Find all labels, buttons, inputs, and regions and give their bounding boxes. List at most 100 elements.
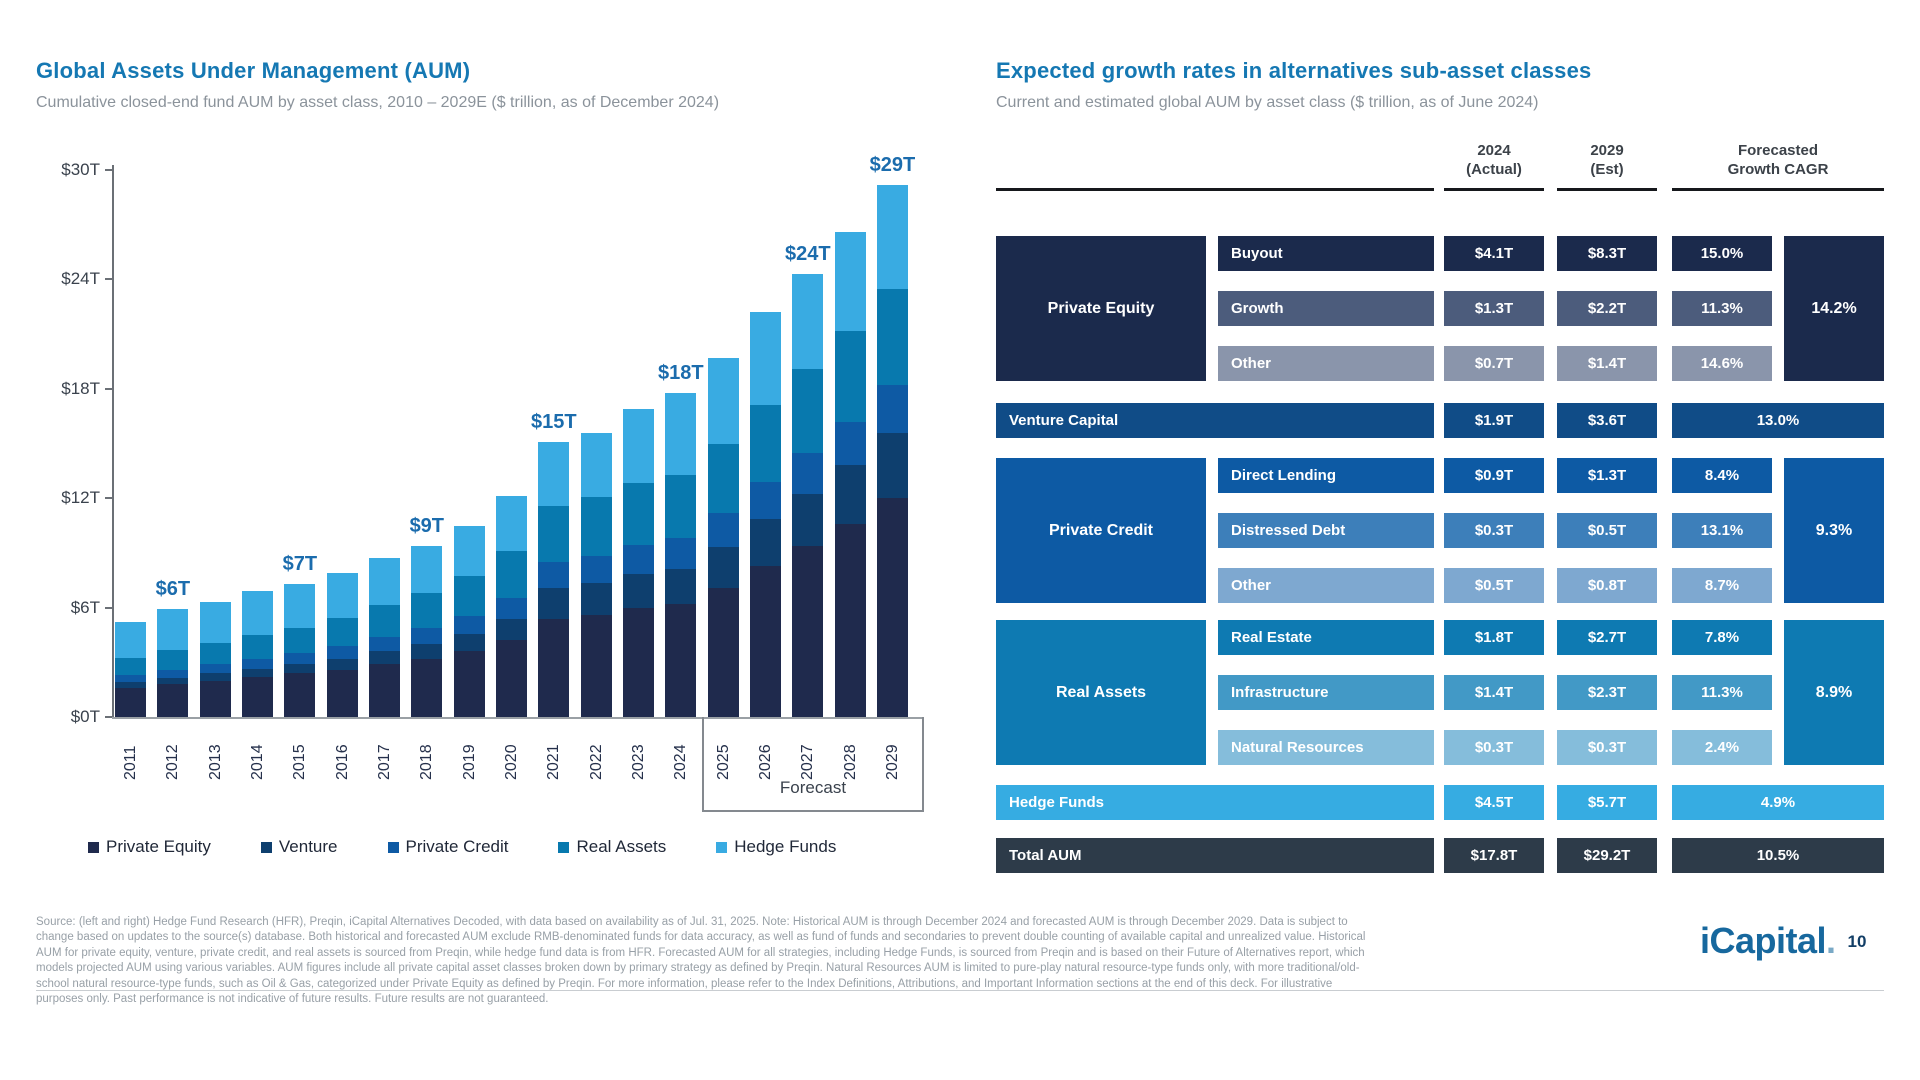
- bar-segment-2016: [326, 617, 358, 646]
- bar-segment-2019: [453, 615, 485, 635]
- y-axis-line: [112, 165, 114, 719]
- bar-segment-2020: [495, 496, 527, 552]
- bar-segment-2011: [115, 682, 146, 688]
- cell-2029: $0.8T: [1557, 568, 1657, 603]
- bar-segment-2014: [241, 634, 273, 659]
- bar-segment-2026: [749, 519, 781, 566]
- legend-item: Private Equity: [88, 837, 211, 857]
- forecast-bracket-right: [922, 717, 924, 810]
- bar-segment-2013: [199, 602, 231, 644]
- cell-2029: $2.7T: [1557, 620, 1657, 655]
- bar-segment-2029: [876, 184, 908, 289]
- bar-segment-2026: [749, 405, 781, 482]
- legend-label: Venture: [278, 837, 338, 856]
- bar-segment-2024: [665, 538, 697, 570]
- bar-segment-2016: [326, 572, 358, 618]
- x-axis-line: [112, 717, 924, 719]
- bar-segment-2027: [792, 545, 824, 717]
- cell-2029: $2.3T: [1557, 675, 1657, 710]
- cell-2029: $2.2T: [1557, 291, 1657, 326]
- bar-total-label: $6T: [155, 578, 191, 601]
- bar-segment-2024: [665, 392, 697, 475]
- bar-segment-2016: [326, 645, 358, 659]
- bar-segment-2022: [580, 432, 612, 498]
- y-tick-mark: [105, 716, 112, 718]
- bar-segment-2014: [241, 658, 273, 669]
- forecast-bracket-bottom: [702, 810, 924, 812]
- cell-2024: $4.5T: [1444, 785, 1544, 820]
- right-table-subtitle: Current and estimated global AUM by asse…: [996, 94, 1539, 111]
- cell-2029: $0.5T: [1557, 513, 1657, 548]
- bar-segment-2023: [622, 607, 654, 717]
- cell-cagr: 11.3%: [1672, 291, 1772, 326]
- bar-segment-2021: [538, 562, 570, 588]
- bar-segment-2013: [199, 643, 231, 665]
- cell-cagr: 8.7%: [1672, 568, 1772, 603]
- bar-segment-2022: [580, 583, 612, 615]
- bar-segment-2012: [157, 677, 189, 685]
- cell-cagr: 11.3%: [1672, 675, 1772, 710]
- header-rule-2029: [1557, 188, 1657, 191]
- bar-segment-2018: [411, 658, 443, 717]
- cell-2024: $1.4T: [1444, 675, 1544, 710]
- cell-cagr: 13.1%: [1672, 513, 1772, 548]
- bar-segment-2014: [241, 668, 273, 677]
- row-label: Total AUM: [996, 838, 1434, 873]
- y-tick-label: $30T: [61, 160, 100, 180]
- legend-swatch-icon: [716, 841, 728, 853]
- bar-segment-2028: [834, 331, 866, 422]
- row-label: Hedge Funds: [996, 785, 1434, 820]
- bar-segment-2019: [453, 651, 485, 717]
- header-rule-labels: [996, 188, 1434, 191]
- y-tick-label: $0T: [70, 707, 100, 726]
- bar-segment-2023: [622, 482, 654, 545]
- cell-2024: $1.3T: [1444, 291, 1544, 326]
- bar-segment-2012: [157, 650, 189, 670]
- bar-segment-2025: [707, 443, 739, 513]
- bar-segment-2027: [792, 493, 824, 546]
- bar-segment-2028: [834, 421, 866, 466]
- legend-item: Real Assets: [558, 837, 666, 857]
- bar-segment-2017: [368, 604, 400, 637]
- bar-segment-2012: [157, 684, 189, 717]
- group-cagr-2: 9.3%: [1784, 458, 1884, 603]
- group-label-0: Private Equity: [996, 236, 1206, 381]
- bar-segment-2023: [622, 544, 654, 574]
- group-label-3: Real Assets: [996, 620, 1206, 765]
- legend-swatch-icon: [387, 841, 399, 853]
- bar-segment-2021: [538, 587, 570, 619]
- cell-cagr: 8.4%: [1672, 458, 1772, 493]
- row-label: Other: [1218, 568, 1434, 603]
- bar-segment-2019: [453, 634, 485, 652]
- bar-segment-2015: [284, 653, 316, 665]
- cell-2024: $17.8T: [1444, 838, 1544, 873]
- bar-total-label: $29T: [869, 153, 916, 176]
- legend-swatch-icon: [260, 841, 272, 853]
- bar-segment-2028: [834, 523, 866, 717]
- y-tick-label: $24T: [61, 269, 100, 289]
- bar-segment-2012: [157, 669, 189, 678]
- row-label: Direct Lending: [1218, 458, 1434, 493]
- cell-2029: $8.3T: [1557, 236, 1657, 271]
- bar-segment-2028: [834, 465, 866, 524]
- cell-2024: $1.8T: [1444, 620, 1544, 655]
- cell-cagr: 7.8%: [1672, 620, 1772, 655]
- y-tick-mark: [105, 497, 112, 500]
- bar-segment-2014: [241, 591, 273, 635]
- bar-total-label: $7T: [282, 552, 318, 575]
- bar-segment-2021: [538, 505, 570, 563]
- col-header-cagr: Forecasted Growth CAGR: [1727, 142, 1829, 178]
- bar-total-label: $24T: [784, 243, 831, 265]
- bar-segment-2018: [411, 593, 443, 628]
- cell-2029: $5.7T: [1557, 785, 1657, 820]
- cell-cagr: 2.4%: [1672, 730, 1772, 765]
- cell-2024: $0.9T: [1444, 458, 1544, 493]
- group-cagr-0: 14.2%: [1784, 236, 1884, 381]
- row-label: Other: [1218, 346, 1434, 381]
- y-tick-label: $12T: [61, 488, 100, 508]
- y-tick-mark: [105, 169, 112, 172]
- left-chart-title: Global Assets Under Management (AUM): [36, 58, 471, 83]
- row-label: Venture Capital: [996, 403, 1434, 438]
- header-rule-cagr: [1672, 188, 1884, 191]
